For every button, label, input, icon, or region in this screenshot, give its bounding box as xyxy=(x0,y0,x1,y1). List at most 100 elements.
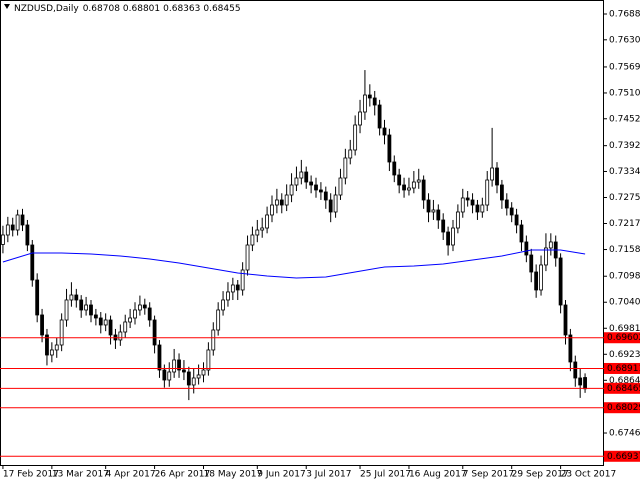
candle-body xyxy=(431,209,436,213)
candle-body xyxy=(59,319,64,346)
candle-body xyxy=(64,299,69,321)
candle-body xyxy=(299,171,304,179)
candle-body xyxy=(382,127,387,136)
candle-body xyxy=(108,319,113,336)
candle-body xyxy=(529,254,534,273)
candle-body xyxy=(328,199,333,213)
candle-body xyxy=(563,304,568,336)
candle-body xyxy=(509,207,514,216)
x-tick-label: 29 Sep 2017 xyxy=(512,470,569,480)
candle-body xyxy=(157,344,162,371)
candle-body xyxy=(240,269,245,291)
candle-body xyxy=(524,241,529,256)
x-tick-label: 9 Jun 2017 xyxy=(257,470,305,480)
candle-body xyxy=(490,167,495,181)
y-tick-label: 0.74525 xyxy=(609,114,640,124)
candle-body xyxy=(30,244,35,281)
candle-body xyxy=(128,317,133,323)
candle-body xyxy=(162,369,167,381)
candle-body xyxy=(475,204,480,213)
candle-body xyxy=(93,314,98,319)
plot-frame xyxy=(0,0,604,466)
candle-body xyxy=(534,271,539,291)
candle-body xyxy=(265,214,269,229)
candle-body xyxy=(40,314,44,336)
candle-body xyxy=(348,149,353,159)
candle-body xyxy=(10,224,15,231)
candle-body xyxy=(485,179,490,206)
candle-body xyxy=(35,279,40,316)
candle-body xyxy=(79,299,84,311)
candle-body xyxy=(260,227,265,231)
candle-body xyxy=(568,334,573,363)
candle-body xyxy=(309,181,314,186)
candle-body xyxy=(392,161,397,176)
candle-body xyxy=(74,294,79,301)
x-tick-label: 16 Aug 2017 xyxy=(409,470,467,480)
y-tick-label: 0.71585 xyxy=(609,245,640,255)
candle-body xyxy=(133,309,137,319)
candle-body xyxy=(89,304,93,316)
candle-body xyxy=(186,371,191,386)
candle-body xyxy=(230,284,235,293)
candle-body xyxy=(451,227,455,246)
candle-body xyxy=(358,111,362,126)
candle-body xyxy=(446,231,450,246)
candle-body xyxy=(284,194,289,206)
candle-body xyxy=(573,361,578,379)
candle-body xyxy=(500,184,504,201)
candle-body xyxy=(289,184,294,196)
header-close: 0.68455 xyxy=(203,4,240,14)
y-tick-label: 0.75105 xyxy=(609,88,640,98)
y-tick-label: 0.70985 xyxy=(609,272,640,282)
candle-body xyxy=(387,134,392,163)
candle-body xyxy=(367,94,372,99)
candle-body xyxy=(201,369,206,376)
candle-body xyxy=(84,304,88,311)
header-high: 0.68801 xyxy=(123,4,160,14)
x-tick-label: 4 Apr 2017 xyxy=(106,470,156,480)
level-price-box xyxy=(604,402,640,414)
header-open: 0.68708 xyxy=(83,4,120,14)
candle-body xyxy=(270,204,274,216)
candle-body xyxy=(539,264,543,291)
level-price-label: 0.68029 xyxy=(607,403,640,413)
candle-body xyxy=(5,224,10,236)
candle-body xyxy=(372,97,377,106)
candle-body xyxy=(152,319,157,346)
moving-average xyxy=(2,249,586,279)
level-price-box xyxy=(604,382,640,394)
x-tick-label: 7 Sep 2017 xyxy=(463,470,514,480)
candle-body xyxy=(519,224,524,243)
candle-body xyxy=(495,167,499,186)
header-low: 0.68363 xyxy=(163,4,200,14)
candle-body xyxy=(314,184,318,191)
x-tick-label: 25 Jul 2017 xyxy=(360,470,411,480)
y-tick-label: 0.72755 xyxy=(609,193,640,203)
candle-body xyxy=(255,229,260,236)
y-tick-label: 0.69815 xyxy=(609,324,640,334)
y-tick-label: 0.68645 xyxy=(609,376,640,386)
level-price-box xyxy=(604,450,640,462)
candle-body xyxy=(274,199,279,206)
candle-body xyxy=(333,194,338,213)
level-price-label: 0.69602 xyxy=(607,333,640,343)
candle-body xyxy=(294,177,299,186)
candle-body xyxy=(103,319,108,326)
candle-body xyxy=(191,377,196,386)
candle-body xyxy=(172,359,177,373)
candle-body xyxy=(138,304,142,311)
candle-body xyxy=(544,247,548,266)
candle-body xyxy=(480,204,485,213)
x-tick-label: 23 Oct 2017 xyxy=(561,470,617,480)
candle-body xyxy=(118,331,123,341)
candle-body xyxy=(226,291,230,301)
candle-body xyxy=(426,199,431,213)
level-price-label: 0.66937 xyxy=(607,452,640,462)
